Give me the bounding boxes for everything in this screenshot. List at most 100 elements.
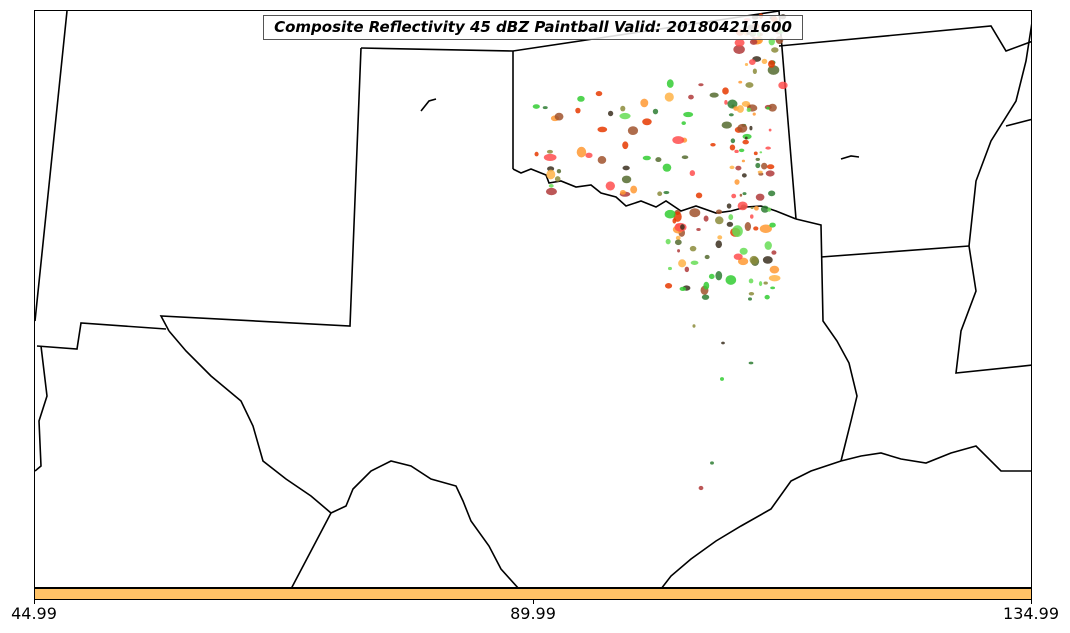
- reflectivity-blob: [765, 170, 775, 177]
- reflectivity-blob: [771, 47, 779, 53]
- map-title: Composite Reflectivity 45 dBZ Paintball …: [263, 15, 803, 40]
- reflectivity-blob: [642, 118, 652, 126]
- reflectivity-blob: [622, 165, 630, 171]
- reflectivity-blob: [545, 187, 557, 196]
- reflectivity-blob: [749, 125, 753, 131]
- reflectivity-blob: [748, 297, 752, 301]
- reflectivity-blob: [681, 121, 686, 126]
- reflectivity-blob: [688, 94, 694, 100]
- reflectivity-blob: [701, 294, 710, 300]
- reflectivity-blob: [736, 105, 744, 113]
- colorbar-tick-mark: [533, 600, 534, 604]
- reflectivity-blob: [742, 192, 747, 196]
- arkansas-oklahoma-line: [778, 25, 1031, 52]
- reflectivity-blob: [755, 193, 765, 201]
- reflectivity-blob: [546, 149, 553, 154]
- reflectivity-blob: [741, 100, 751, 107]
- reflectivity-blob: [758, 281, 763, 287]
- reflectivity-blob: [739, 247, 748, 255]
- rio-grande: [330, 460, 519, 587]
- reflectivity-blob: [725, 275, 737, 285]
- reflectivity-blob: [708, 273, 715, 280]
- reflectivity-blob: [742, 139, 749, 145]
- reflectivity-blob: [734, 38, 745, 47]
- reflectivity-blob: [678, 259, 687, 268]
- reflectivity-blob: [595, 90, 603, 97]
- reflectivity-blob: [665, 238, 671, 245]
- colorbar: [34, 588, 1032, 600]
- reflectivity-blob: [741, 173, 747, 178]
- reflectivity-blob: [666, 79, 674, 88]
- reflectivity-blob: [715, 240, 723, 249]
- texas-panhandle-west: [168, 330, 332, 514]
- reflectivity-blob: [754, 205, 759, 211]
- reflectivity-blob: [752, 112, 756, 116]
- reflectivity-blob: [738, 148, 745, 153]
- reflectivity-blob: [698, 83, 704, 87]
- reflectivity-blob: [721, 121, 732, 129]
- reflectivity-blob: [655, 157, 662, 163]
- reflectivity-blob: [738, 80, 743, 84]
- reflectivity-blob: [679, 286, 687, 292]
- reflectivity-blob: [664, 92, 674, 102]
- reflectivity-blob: [542, 106, 548, 110]
- reflectivity-blob: [768, 274, 781, 282]
- reflectivity-blob: [554, 112, 564, 121]
- reflectivity-blob: [689, 170, 696, 177]
- reflectivity-blob: [748, 278, 754, 284]
- reflectivity-blob: [755, 162, 761, 169]
- state-boundaries: [35, 11, 1031, 587]
- reflectivity-blob: [576, 146, 587, 158]
- reflectivity-blob: [768, 103, 777, 112]
- reflectivity-blob: [732, 225, 743, 237]
- reflectivity-blob: [726, 203, 732, 209]
- reflectivity-blob: [534, 151, 539, 157]
- reflectivity-blob: [728, 214, 734, 221]
- reflectivity-blob: [672, 136, 685, 144]
- reflectivity-blob: [761, 58, 768, 64]
- reflectivity-blob: [768, 60, 775, 68]
- reflectivity-blob: [749, 39, 758, 45]
- reflectivity-blob: [621, 175, 632, 184]
- reflectivity-blob: [737, 201, 748, 211]
- reflectivity-blob: [764, 241, 772, 250]
- reflectivity-blob: [748, 361, 754, 365]
- reflectivity-blob: [769, 222, 776, 228]
- reflectivity-blob: [727, 99, 738, 109]
- reflectivity-blob: [663, 190, 670, 195]
- reflectivity-blob: [757, 170, 763, 174]
- reflectivity-blob: [724, 99, 728, 105]
- reflectivity-blob: [605, 181, 616, 191]
- reflectivity-blob: [768, 190, 776, 197]
- reflectivity-blob: [763, 281, 768, 285]
- reflectivity-blob: [753, 151, 758, 156]
- reflectivity-blob: [733, 253, 743, 260]
- reflectivity-blob: [664, 283, 673, 289]
- colorbar-tick-min: 44.99: [11, 604, 57, 623]
- reflectivity-blob: [683, 111, 694, 118]
- colorbar-tick-mark: [34, 600, 35, 604]
- reflectivity-blob: [744, 136, 748, 140]
- reflectivity-blob: [735, 165, 742, 171]
- reflectivity-blob: [755, 157, 760, 161]
- reflectivity-blob: [728, 113, 734, 117]
- reflectivity-blob: [664, 209, 676, 219]
- reflectivity-blob: [746, 107, 752, 113]
- reflectivity-blob: [766, 164, 775, 170]
- map-frame: [34, 10, 1032, 588]
- reflectivity-blob: [722, 87, 729, 95]
- reflectivity-blob: [731, 193, 737, 199]
- reflectivity-blob: [717, 235, 723, 240]
- reflectivity-blob: [696, 227, 701, 231]
- reflectivity-blob: [554, 176, 561, 182]
- reflectivity-blob: [585, 152, 593, 159]
- reflectivity-blob: [689, 245, 697, 252]
- reflectivity-blob: [689, 208, 701, 218]
- colorbar-tick-mid: 89.99: [510, 604, 556, 623]
- reflectivity-blob: [692, 324, 696, 328]
- reflectivity-blob: [729, 144, 736, 151]
- reflectivity-blob: [749, 255, 759, 265]
- reflectivity-blob: [627, 126, 639, 136]
- reflectivity-paintballs: [532, 13, 788, 491]
- arkansas-lake: [840, 155, 860, 160]
